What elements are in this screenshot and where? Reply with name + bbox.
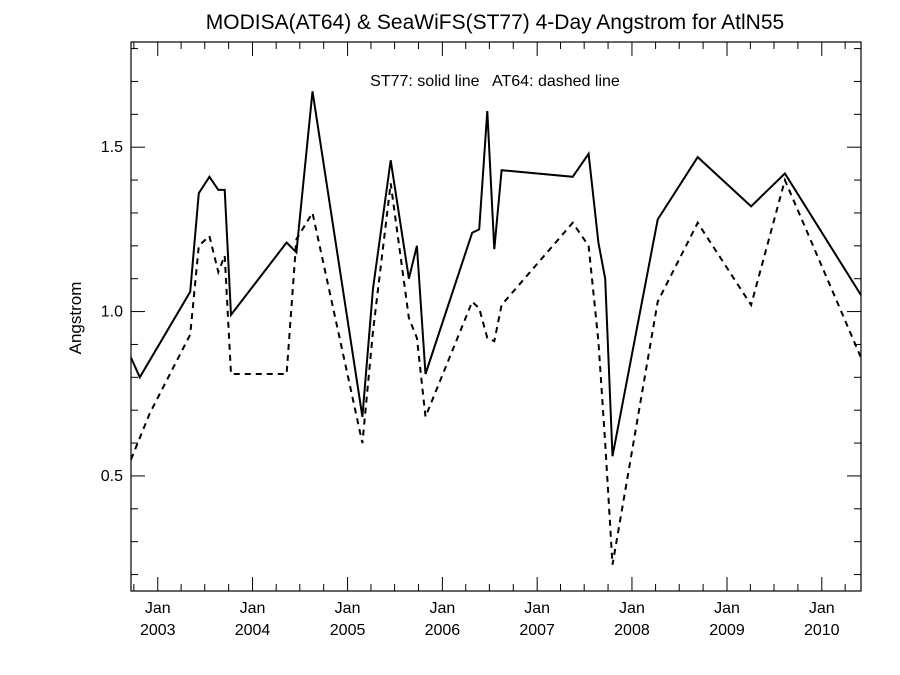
x-tick-month-label: Jan <box>524 600 550 617</box>
x-tick-year-label: 2005 <box>330 622 366 639</box>
line-style-annotation: ST77: solid line AT64: dashed line <box>370 73 620 90</box>
series-line-st77 <box>130 91 862 457</box>
y-tick-label: 1.5 <box>101 139 123 156</box>
x-tick-year-label: 2009 <box>709 622 745 639</box>
axis-tick-labels: 0.5 1.0 1.5 Jan 2003 Jan 2004 Jan 2005 Jan 2006 Jan… <box>101 139 840 639</box>
x-tick-month-label: Jan <box>145 600 171 617</box>
x-tick-month-label: Jan <box>714 600 740 617</box>
series-line-at64 <box>130 177 862 565</box>
x-tick-year-label: 2006 <box>425 622 461 639</box>
axis-ticks <box>131 42 861 591</box>
y-axis-label: Angstrom <box>66 282 85 355</box>
x-tick-year-label: 2010 <box>804 622 840 639</box>
x-tick-month-label: Jan <box>619 600 645 617</box>
x-tick-month-label: Jan <box>240 600 266 617</box>
x-tick-year-label: 2004 <box>235 622 271 639</box>
x-tick-month-label: Jan <box>429 600 455 617</box>
series-layer <box>130 91 862 565</box>
chart-title: MODISA(AT64) & SeaWiFS(ST77) 4-Day Angst… <box>206 11 784 34</box>
x-tick-year-label: 2007 <box>519 622 555 639</box>
x-tick-year-label: 2008 <box>614 622 650 639</box>
x-tick-year-label: 2003 <box>140 622 176 639</box>
x-tick-month-label: Jan <box>809 600 835 617</box>
x-tick-month-label: Jan <box>335 600 361 617</box>
plot-frame <box>130 41 862 592</box>
y-tick-label: 0.5 <box>101 468 123 485</box>
y-tick-label: 1.0 <box>101 304 123 321</box>
